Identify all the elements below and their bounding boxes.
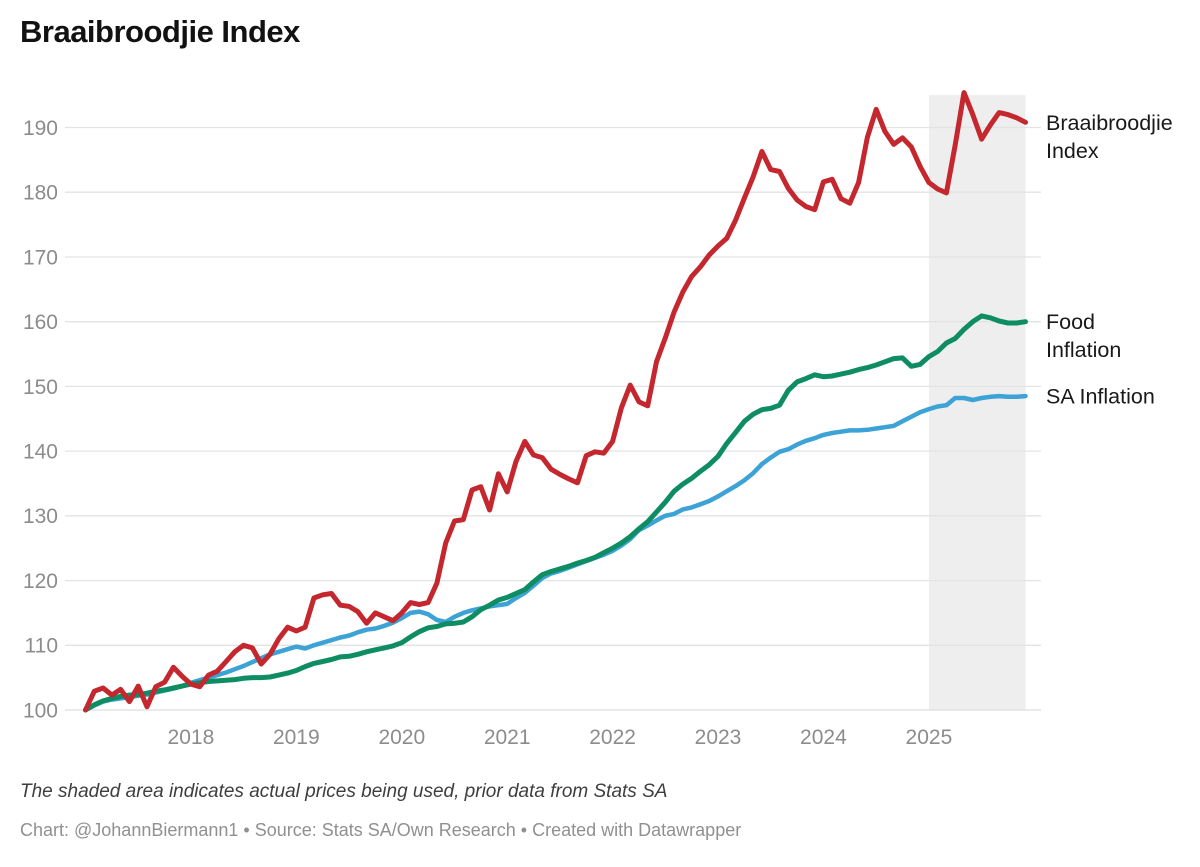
y-tick-label: 120 bbox=[23, 570, 58, 593]
x-tick-label-2019: 2019 bbox=[273, 726, 320, 749]
y-tick-label: 190 bbox=[23, 117, 58, 140]
series-label-braaibroodjie-index: Braaibroodjie bbox=[1046, 111, 1173, 135]
series-label-food-inflation: Food bbox=[1046, 310, 1095, 334]
y-tick-label: 180 bbox=[23, 182, 58, 205]
y-tick-label: 160 bbox=[23, 311, 58, 334]
x-tick-label-2023: 2023 bbox=[695, 726, 742, 749]
x-tick-label-2025: 2025 bbox=[906, 726, 953, 749]
y-tick-label: 140 bbox=[23, 440, 58, 463]
series-line-food-inflation bbox=[83, 313, 1028, 713]
x-tick-label-2024: 2024 bbox=[800, 726, 847, 749]
series-label-food-inflation: Inflation bbox=[1046, 338, 1121, 362]
y-tick-label: 110 bbox=[25, 635, 58, 658]
y-tick-label: 150 bbox=[23, 376, 58, 399]
y-tick-label: 100 bbox=[23, 699, 58, 722]
y-tick-label: 130 bbox=[23, 505, 58, 528]
x-tick-label-2020: 2020 bbox=[378, 726, 425, 749]
chart-svg: 100 110 120 130 140 150 160 170 180 190 2018 2019 20… bbox=[23, 90, 1173, 749]
y-tick-label: 170 bbox=[23, 246, 58, 269]
page-title: Braaibroodjie Index bbox=[20, 14, 300, 49]
series-label-sa-inflation: SA Inflation bbox=[1046, 385, 1155, 409]
x-tick-label-2022: 2022 bbox=[589, 726, 636, 749]
series-label-braaibroodjie-index: Index bbox=[1046, 139, 1099, 163]
chart-footer: Chart: @JohannBiermann1 • Source: Stats … bbox=[20, 820, 742, 840]
forecast-shaded-region bbox=[928, 95, 1026, 710]
x-tick-label-2018: 2018 bbox=[168, 726, 215, 749]
x-tick-label-2021: 2021 bbox=[484, 726, 531, 749]
series-line-braaibroodjie-index bbox=[83, 90, 1028, 713]
chart-note: The shaded area indicates actual prices … bbox=[20, 781, 668, 802]
